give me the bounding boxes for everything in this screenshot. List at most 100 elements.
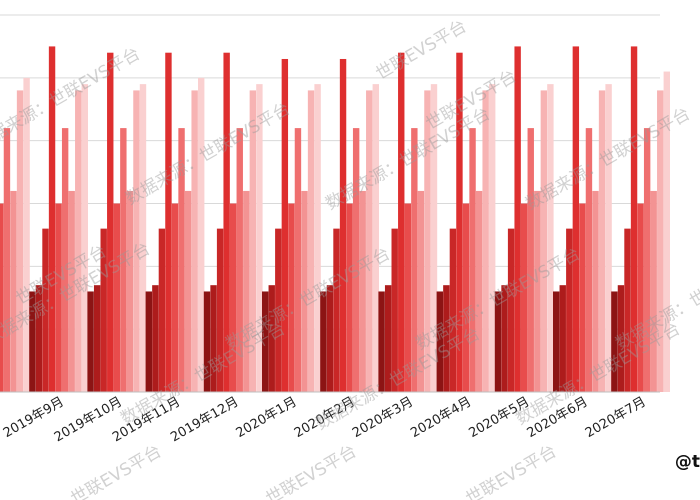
bar	[216, 228, 224, 392]
bar	[643, 128, 651, 392]
bar	[203, 291, 211, 392]
bar	[223, 52, 230, 392]
bar	[171, 203, 179, 392]
bar	[417, 190, 425, 392]
bar	[501, 285, 508, 392]
bar	[165, 52, 172, 392]
bar	[68, 190, 75, 392]
bar	[657, 90, 664, 393]
bar	[93, 285, 101, 392]
bar	[592, 190, 599, 392]
bar	[16, 90, 24, 393]
bar	[184, 190, 192, 392]
bar	[521, 203, 528, 392]
bar	[87, 291, 94, 392]
bar	[359, 190, 366, 392]
bar	[553, 291, 560, 392]
bar	[35, 285, 43, 392]
bar	[650, 190, 657, 392]
bar	[378, 291, 385, 392]
bar	[617, 285, 625, 392]
bar	[301, 190, 308, 392]
bar	[637, 203, 644, 392]
bar	[42, 228, 49, 392]
watermark-text: 世联EVS平台	[373, 16, 471, 84]
bar	[307, 90, 315, 393]
bar	[475, 190, 483, 392]
bar	[534, 190, 541, 392]
bar	[352, 128, 360, 392]
bar	[3, 128, 11, 392]
bar	[100, 228, 107, 392]
bar	[191, 90, 198, 393]
bar	[262, 291, 269, 392]
bar	[585, 128, 593, 392]
x-tick-label: 2020年1月	[234, 394, 300, 441]
watermark-text: 世联EVS平台	[263, 441, 361, 500]
watermark-text: 数据来源：世联EVS平台	[323, 104, 494, 214]
bar	[507, 228, 515, 392]
bar	[443, 285, 450, 392]
bar	[469, 128, 476, 392]
x-tick-label: 2020年7月	[583, 394, 649, 441]
bar	[398, 52, 405, 392]
bar	[243, 190, 250, 392]
bar	[288, 203, 295, 392]
bar	[547, 84, 554, 392]
watermark-text: 世联EVS平台	[68, 441, 166, 500]
bar	[514, 46, 521, 393]
bar	[55, 203, 62, 392]
bar	[29, 291, 36, 392]
bar	[210, 285, 217, 392]
bar	[372, 84, 379, 392]
bar	[527, 128, 534, 392]
bar	[449, 228, 457, 392]
bar	[579, 203, 586, 392]
bar	[268, 285, 275, 392]
bar	[391, 228, 398, 392]
bar	[120, 128, 127, 392]
watermark-text: 数据来源：世联EVS平台	[123, 99, 294, 209]
bar	[494, 291, 502, 392]
bar	[107, 52, 114, 392]
bar	[10, 190, 17, 392]
bar	[145, 291, 152, 392]
bar	[113, 203, 120, 392]
bar	[436, 291, 443, 392]
bar	[456, 52, 463, 392]
bar	[320, 291, 327, 392]
bar	[75, 90, 82, 393]
bar	[482, 90, 489, 393]
bar	[411, 128, 418, 392]
bar	[275, 228, 282, 392]
bar	[158, 228, 166, 392]
bar	[178, 128, 185, 392]
bar	[249, 90, 257, 393]
bar	[61, 128, 69, 392]
bar	[294, 128, 302, 392]
bar	[198, 77, 205, 392]
bar	[559, 285, 566, 392]
bar	[566, 228, 573, 392]
bar	[281, 58, 289, 392]
bar	[126, 190, 134, 392]
bar	[326, 285, 334, 392]
bar	[366, 90, 373, 393]
bar	[333, 228, 340, 392]
bar	[430, 84, 438, 392]
x-tick-label: 2020年4月	[408, 394, 474, 441]
bar	[462, 203, 470, 392]
bar	[23, 77, 30, 392]
bar	[540, 90, 548, 393]
bar	[133, 90, 140, 393]
bar	[663, 71, 670, 393]
bar	[139, 84, 147, 392]
bar	[605, 84, 612, 392]
bar	[339, 58, 347, 392]
credit-text: @t	[674, 452, 700, 472]
bar	[572, 46, 580, 393]
bar	[404, 203, 411, 392]
watermark-text: 世联EVS平台	[463, 441, 561, 500]
bar	[630, 46, 638, 393]
